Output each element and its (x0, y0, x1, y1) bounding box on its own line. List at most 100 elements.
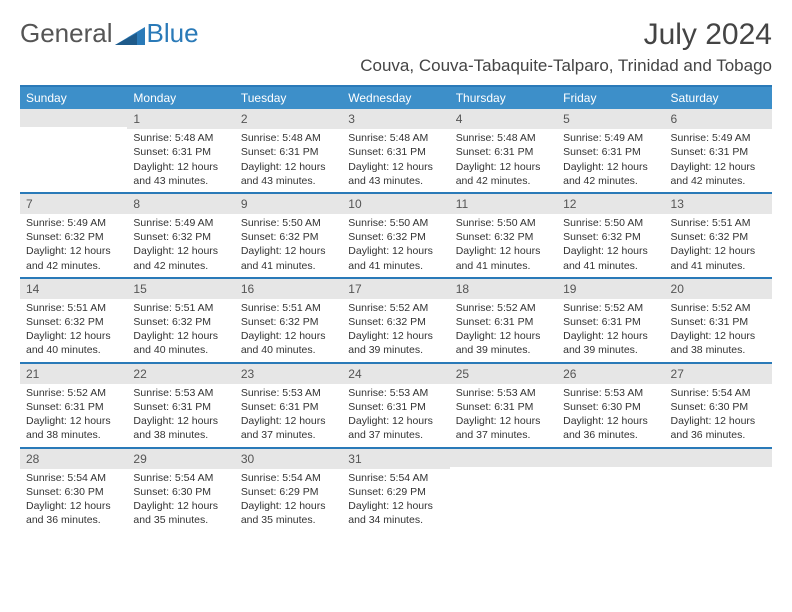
sunset-text: Sunset: 6:31 PM (133, 400, 228, 414)
week-row: 1Sunrise: 5:48 AMSunset: 6:31 PMDaylight… (20, 109, 772, 194)
daylight-text: Daylight: 12 hours and 42 minutes. (26, 244, 121, 272)
day-cell: 29 Sunrise: 5:54 AMSunset: 6:30 PMDayligh… (127, 449, 234, 532)
daylight-text: Daylight: 12 hours and 38 minutes. (133, 414, 228, 442)
location-text: Couva, Couva-Tabaquite-Talparo, Trinidad… (20, 56, 772, 76)
day-number: 2 (235, 109, 342, 129)
page-title: July 2024 (644, 18, 772, 52)
day-body: Sunrise: 5:48 AMSunset: 6:31 PMDaylight:… (450, 129, 557, 192)
sunset-text: Sunset: 6:31 PM (563, 315, 658, 329)
sunset-text: Sunset: 6:30 PM (563, 400, 658, 414)
day-body: Sunrise: 5:50 AMSunset: 6:32 PMDaylight:… (450, 214, 557, 277)
daylight-text: Daylight: 12 hours and 36 minutes. (563, 414, 658, 442)
sunrise-text: Sunrise: 5:48 AM (133, 131, 228, 145)
week-row: 14Sunrise: 5:51 AMSunset: 6:32 PMDayligh… (20, 279, 772, 364)
day-cell: 23Sunrise: 5:53 AMSunset: 6:31 PMDayligh… (235, 364, 342, 447)
daylight-text: Daylight: 12 hours and 34 minutes. (348, 499, 443, 527)
weeks-container: 1Sunrise: 5:48 AMSunset: 6:31 PMDaylight… (20, 109, 772, 531)
day-cell: 22Sunrise: 5:53 AMSunset: 6:31 PMDayligh… (127, 364, 234, 447)
week-row: 7Sunrise: 5:49 AMSunset: 6:32 PMDaylight… (20, 194, 772, 279)
day-number: 25 (450, 364, 557, 384)
day-cell: 8Sunrise: 5:49 AMSunset: 6:32 PMDaylight… (127, 194, 234, 277)
day-body: Sunrise: 5:51 AMSunset: 6:32 PMDaylight:… (20, 299, 127, 362)
day-body: Sunrise: 5:51 AMSunset: 6:32 PMDaylight:… (235, 299, 342, 362)
weekday-header: Friday (557, 87, 664, 109)
sunset-text: Sunset: 6:31 PM (241, 400, 336, 414)
daylight-text: Daylight: 12 hours and 35 minutes. (133, 499, 228, 527)
brand-part2: Blue (147, 22, 199, 45)
weekday-header: Wednesday (342, 87, 449, 109)
sunrise-text: Sunrise: 5:51 AM (133, 301, 228, 315)
sunset-text: Sunset: 6:32 PM (26, 230, 121, 244)
sunrise-text: Sunrise: 5:50 AM (456, 216, 551, 230)
sunset-text: Sunset: 6:31 PM (348, 400, 443, 414)
day-body: Sunrise: 5:52 AMSunset: 6:31 PMDaylight:… (665, 299, 772, 362)
day-number: 12 (557, 194, 664, 214)
day-number: 3 (342, 109, 449, 129)
sunset-text: Sunset: 6:31 PM (671, 315, 766, 329)
daylight-text: Daylight: 12 hours and 40 minutes. (133, 329, 228, 357)
sunset-text: Sunset: 6:32 PM (241, 230, 336, 244)
sunrise-text: Sunrise: 5:54 AM (26, 471, 121, 485)
sunrise-text: Sunrise: 5:52 AM (26, 386, 121, 400)
day-cell: 1Sunrise: 5:48 AMSunset: 6:31 PMDaylight… (127, 109, 234, 192)
day-number: 9 (235, 194, 342, 214)
sunset-text: Sunset: 6:30 PM (133, 485, 228, 499)
weekday-header-row: Sunday Monday Tuesday Wednesday Thursday… (20, 87, 772, 109)
day-body: Sunrise: 5:53 AMSunset: 6:31 PMDaylight:… (342, 384, 449, 447)
day-body: Sunrise: 5:53 AMSunset: 6:31 PMDaylight:… (235, 384, 342, 447)
day-body: Sunrise: 5:54 AMSunset: 6:29 PMDaylight:… (235, 469, 342, 532)
sunrise-text: Sunrise: 5:48 AM (348, 131, 443, 145)
day-body: Sunrise: 5:53 AMSunset: 6:31 PMDaylight:… (450, 384, 557, 447)
daylight-text: Daylight: 12 hours and 39 minutes. (348, 329, 443, 357)
day-number: 11 (450, 194, 557, 214)
day-cell: 16Sunrise: 5:51 AMSunset: 6:32 PMDayligh… (235, 279, 342, 362)
sunset-text: Sunset: 6:32 PM (241, 315, 336, 329)
daylight-text: Daylight: 12 hours and 42 minutes. (456, 160, 551, 188)
day-number: 28 (20, 449, 127, 469)
daylight-text: Daylight: 12 hours and 40 minutes. (241, 329, 336, 357)
weekday-header: Monday (127, 87, 234, 109)
day-number: 27 (665, 364, 772, 384)
day-body: Sunrise: 5:52 AMSunset: 6:31 PMDaylight:… (557, 299, 664, 362)
day-number: 29 (127, 449, 234, 469)
day-number: 10 (342, 194, 449, 214)
daylight-text: Daylight: 12 hours and 43 minutes. (133, 160, 228, 188)
day-body: Sunrise: 5:51 AMSunset: 6:32 PMDaylight:… (665, 214, 772, 277)
daylight-text: Daylight: 12 hours and 36 minutes. (26, 499, 121, 527)
sunrise-text: Sunrise: 5:52 AM (456, 301, 551, 315)
daylight-text: Daylight: 12 hours and 41 minutes. (348, 244, 443, 272)
sunrise-text: Sunrise: 5:54 AM (133, 471, 228, 485)
sunrise-text: Sunrise: 5:50 AM (241, 216, 336, 230)
day-number: 19 (557, 279, 664, 299)
daylight-text: Daylight: 12 hours and 37 minutes. (348, 414, 443, 442)
day-body: Sunrise: 5:50 AMSunset: 6:32 PMDaylight:… (557, 214, 664, 277)
day-number: 7 (20, 194, 127, 214)
week-row: 21Sunrise: 5:52 AMSunset: 6:31 PMDayligh… (20, 364, 772, 449)
day-cell (450, 449, 557, 532)
day-cell: 21Sunrise: 5:52 AMSunset: 6:31 PMDayligh… (20, 364, 127, 447)
daylight-text: Daylight: 12 hours and 37 minutes. (241, 414, 336, 442)
brand-logo: General Blue (20, 18, 199, 49)
daylight-text: Daylight: 12 hours and 42 minutes. (133, 244, 228, 272)
weekday-header: Tuesday (235, 87, 342, 109)
sunrise-text: Sunrise: 5:53 AM (456, 386, 551, 400)
sunrise-text: Sunrise: 5:48 AM (241, 131, 336, 145)
day-cell: 18Sunrise: 5:52 AMSunset: 6:31 PMDayligh… (450, 279, 557, 362)
sunset-text: Sunset: 6:31 PM (671, 145, 766, 159)
sunset-text: Sunset: 6:32 PM (133, 315, 228, 329)
day-cell: 31Sunrise: 5:54 AMSunset: 6:29 PMDayligh… (342, 449, 449, 532)
sunset-text: Sunset: 6:29 PM (241, 485, 336, 499)
sunset-text: Sunset: 6:31 PM (348, 145, 443, 159)
day-number: 20 (665, 279, 772, 299)
sunset-text: Sunset: 6:32 PM (348, 230, 443, 244)
sunrise-text: Sunrise: 5:54 AM (348, 471, 443, 485)
day-cell: 24Sunrise: 5:53 AMSunset: 6:31 PMDayligh… (342, 364, 449, 447)
day-body: Sunrise: 5:50 AMSunset: 6:32 PMDaylight:… (342, 214, 449, 277)
logo-triangle-icon (115, 23, 145, 45)
daylight-text: Daylight: 12 hours and 39 minutes. (456, 329, 551, 357)
day-number: 13 (665, 194, 772, 214)
sunrise-text: Sunrise: 5:53 AM (133, 386, 228, 400)
day-cell (557, 449, 664, 532)
week-row: 28Sunrise: 5:54 AMSunset: 6:30 PMDayligh… (20, 449, 772, 532)
sunset-text: Sunset: 6:32 PM (348, 315, 443, 329)
